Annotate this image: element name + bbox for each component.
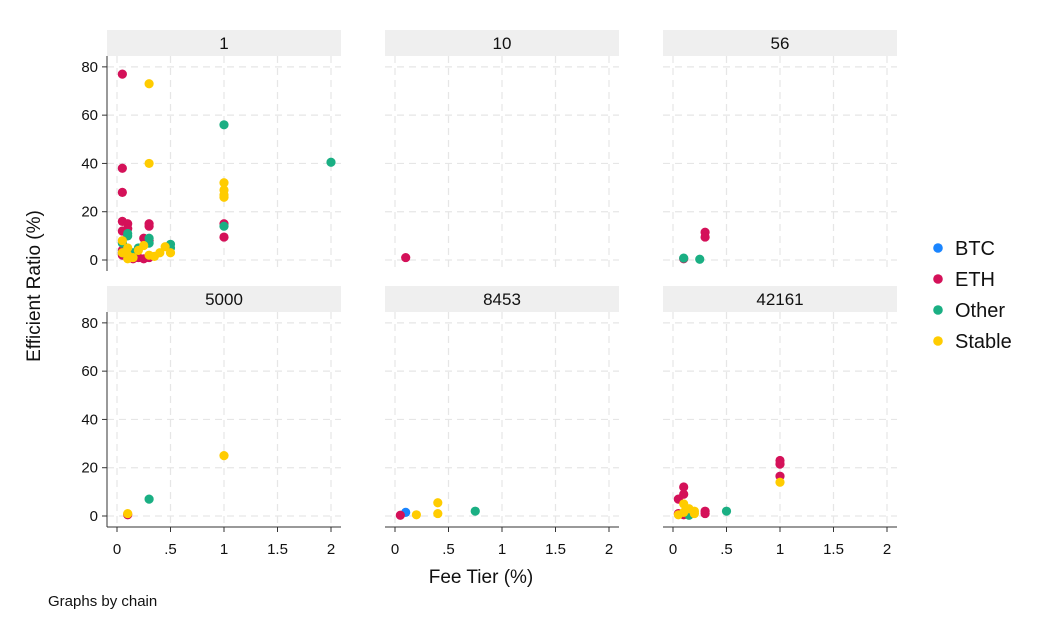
- point-eth: [144, 221, 154, 231]
- point-other: [721, 506, 732, 516]
- y-tick-label: 80: [81, 59, 98, 76]
- point-stable: [219, 178, 229, 188]
- y-tick-label: 60: [81, 363, 98, 380]
- panel-strip-label: 8453: [483, 290, 521, 309]
- point-eth: [679, 489, 689, 499]
- point-stable: [689, 508, 700, 519]
- point-stable: [144, 79, 154, 89]
- x-tick-label: .5: [720, 541, 733, 558]
- legend-label-btc: BTC: [955, 238, 995, 260]
- point-eth: [700, 508, 710, 519]
- x-tick-label: .5: [164, 541, 177, 558]
- x-tick-label: 1: [220, 541, 228, 558]
- x-tick-label: 1.5: [267, 541, 288, 558]
- panel-strip: [385, 30, 619, 56]
- x-tick-label: 1: [776, 541, 784, 558]
- panel-strip: [107, 286, 341, 312]
- x-tick-label: 1: [498, 541, 506, 558]
- point-stable: [165, 248, 176, 258]
- y-tick-label: 20: [81, 204, 98, 221]
- point-eth: [395, 510, 405, 520]
- legend-label-eth: ETH: [955, 269, 995, 291]
- point-stable: [219, 451, 229, 461]
- point-stable: [219, 192, 229, 202]
- panel-56: 56: [663, 30, 897, 271]
- panel-strip-label: 10: [493, 34, 512, 53]
- point-stable: [673, 510, 683, 520]
- point-stable: [433, 498, 443, 508]
- point-eth: [700, 232, 710, 242]
- y-tick-label: 20: [81, 460, 98, 477]
- point-stable: [123, 508, 133, 519]
- point-stable: [144, 158, 154, 169]
- legend-marker-eth: [933, 274, 943, 284]
- point-eth: [117, 69, 127, 79]
- x-tick-label: .5: [442, 541, 455, 558]
- x-axis-title: Fee Tier (%): [429, 567, 534, 588]
- point-other: [679, 253, 689, 263]
- point-other: [219, 120, 229, 130]
- point-eth: [401, 252, 411, 263]
- point-eth: [117, 163, 127, 173]
- x-tick-label: 2: [327, 541, 335, 558]
- legend-marker-other: [933, 305, 943, 315]
- panel-strip-label: 1: [219, 34, 228, 53]
- point-eth: [219, 232, 229, 242]
- chart-note: Graphs by chain: [48, 593, 157, 610]
- panel-10: 10: [385, 30, 619, 271]
- point-other: [470, 506, 480, 516]
- point-stable: [139, 240, 149, 251]
- panel-strip-label: 5000: [205, 290, 243, 309]
- y-tick-label: 0: [90, 252, 98, 269]
- point-stable: [117, 236, 127, 246]
- y-tick-label: 60: [81, 107, 98, 124]
- panel-strip: [663, 286, 897, 312]
- y-tick-label: 40: [81, 411, 98, 428]
- point-other: [123, 228, 133, 239]
- x-tick-label: 0: [113, 541, 121, 558]
- legend: BTC ETH Other Stable: [933, 238, 1012, 353]
- point-other: [144, 494, 154, 504]
- y-tick-label: 0: [90, 508, 98, 525]
- legend-label-other: Other: [955, 300, 1005, 322]
- point-stable: [160, 242, 170, 252]
- point-eth: [117, 187, 127, 198]
- point-stable: [411, 510, 421, 520]
- legend-marker-stable: [933, 336, 943, 346]
- x-tick-label: 2: [883, 541, 891, 558]
- x-tick-label: 0: [391, 541, 399, 558]
- x-tick-label: 1.5: [823, 541, 844, 558]
- panel-1: 1 0 20 40 60 80: [81, 30, 341, 271]
- panel-strip-label: 56: [771, 34, 790, 53]
- point-other: [695, 254, 705, 264]
- y-tick-label: 80: [81, 315, 98, 332]
- panel-strip: [385, 286, 619, 312]
- panel-strip-label: 42161: [756, 290, 803, 309]
- point-eth: [775, 459, 785, 469]
- point-eth: [679, 482, 689, 492]
- legend-marker-btc: [933, 243, 943, 253]
- y-axis-title: Efficient Ratio (%): [24, 210, 45, 362]
- point-stable: [775, 477, 785, 487]
- point-stable: [433, 508, 443, 519]
- point-other: [219, 221, 229, 231]
- panel-42161: 42161 0 .5 1 1.5 2: [663, 286, 897, 558]
- x-tick-label: 2: [605, 541, 613, 558]
- panel-strip: [663, 30, 897, 56]
- legend-label-stable: Stable: [955, 331, 1012, 353]
- y-tick-label: 40: [81, 155, 98, 172]
- panel-strip: [107, 30, 341, 56]
- x-tick-label: 0: [669, 541, 677, 558]
- point-stable: [149, 251, 160, 261]
- point-other: [326, 157, 336, 167]
- point-stable: [123, 254, 133, 264]
- x-tick-label: 1.5: [545, 541, 566, 558]
- panel-5000: 5000 0 20 40 60 80 0 .5 1 1.5 2: [81, 286, 341, 558]
- panel-8453: 8453 0 .5 1 1.5 2: [385, 286, 619, 558]
